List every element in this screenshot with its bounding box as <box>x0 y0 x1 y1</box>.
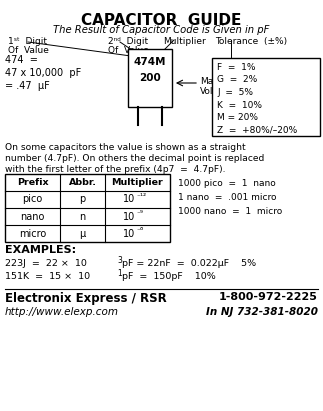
Text: Electronix Express / RSR: Electronix Express / RSR <box>5 292 167 305</box>
Text: 223J  =  22 ×  10: 223J = 22 × 10 <box>5 259 87 268</box>
Text: Multiplier: Multiplier <box>163 37 206 46</box>
Bar <box>212 58 320 136</box>
Text: 1000 pico  =  1  nano: 1000 pico = 1 nano <box>178 179 276 188</box>
Text: n: n <box>79 212 86 222</box>
Text: 1ˢᵗ  Digit: 1ˢᵗ Digit <box>8 37 47 46</box>
Bar <box>128 49 172 107</box>
Text: Of  Value: Of Value <box>8 46 49 55</box>
Bar <box>5 174 170 242</box>
Text: 2ⁿᵈ  Digit: 2ⁿᵈ Digit <box>108 37 148 46</box>
Text: 10: 10 <box>123 212 136 222</box>
Text: with the first letter of the prefix (4p7  =  4.7pF).: with the first letter of the prefix (4p7… <box>5 165 225 174</box>
Text: F  =  1%: F = 1% <box>217 63 255 72</box>
Text: Prefix: Prefix <box>17 178 48 187</box>
Text: K  =  10%: K = 10% <box>217 101 262 109</box>
Text: 1000 nano  =  1  micro: 1000 nano = 1 micro <box>178 207 282 216</box>
Text: 474M: 474M <box>134 57 166 67</box>
Text: Abbr.: Abbr. <box>68 178 97 187</box>
Text: Max.
Voltage: Max. Voltage <box>200 77 234 97</box>
Text: On some capacitors the value is shown as a straight: On some capacitors the value is shown as… <box>5 143 245 152</box>
Text: 1: 1 <box>117 269 122 278</box>
Text: μ: μ <box>79 229 86 238</box>
Text: ⁻⁶: ⁻⁶ <box>137 226 144 235</box>
Text: ⁻⁹: ⁻⁹ <box>137 209 143 218</box>
Text: 1 nano  =  .001 micro: 1 nano = .001 micro <box>178 193 276 202</box>
Text: ⁻¹²: ⁻¹² <box>137 192 147 201</box>
Text: = .47  μF: = .47 μF <box>5 81 50 91</box>
Text: 3: 3 <box>117 256 122 265</box>
Text: nano: nano <box>20 212 45 222</box>
Text: G  =  2%: G = 2% <box>217 76 257 85</box>
Text: The Result of Capacitor Code is Given in pF: The Result of Capacitor Code is Given in… <box>53 25 270 35</box>
Text: Z  =  +80%/–20%: Z = +80%/–20% <box>217 125 297 134</box>
Text: Multiplier: Multiplier <box>112 178 163 187</box>
Text: 151K  =  15 ×  10: 151K = 15 × 10 <box>5 272 90 281</box>
Text: number (4.7pF). On others the decimal point is replaced: number (4.7pF). On others the decimal po… <box>5 154 264 163</box>
Text: Of  Value: Of Value <box>108 46 149 55</box>
Text: M = 20%: M = 20% <box>217 113 258 122</box>
Text: 200: 200 <box>139 73 161 83</box>
Text: pF = 22nF  =  0.022μF    5%: pF = 22nF = 0.022μF 5% <box>122 259 256 268</box>
Text: In NJ 732-381-8020: In NJ 732-381-8020 <box>206 307 318 317</box>
Text: CAPACITOR  GUIDE: CAPACITOR GUIDE <box>81 13 242 28</box>
Text: Tolerance  (±%): Tolerance (±%) <box>215 37 287 46</box>
Text: 10: 10 <box>123 229 136 238</box>
Text: p: p <box>79 194 86 205</box>
Text: pico: pico <box>22 194 43 205</box>
Text: 474  =: 474 = <box>5 55 38 65</box>
Text: 10: 10 <box>123 194 136 205</box>
Text: 1-800-972-2225: 1-800-972-2225 <box>219 292 318 302</box>
Text: 47 x 10,000  pF: 47 x 10,000 pF <box>5 68 81 78</box>
Text: EXAMPLES:: EXAMPLES: <box>5 245 76 255</box>
Text: micro: micro <box>19 229 46 238</box>
Text: http://www.elexp.com: http://www.elexp.com <box>5 307 119 317</box>
Text: J  =  5%: J = 5% <box>217 88 253 97</box>
Text: pF  =  150pF    10%: pF = 150pF 10% <box>122 272 216 281</box>
